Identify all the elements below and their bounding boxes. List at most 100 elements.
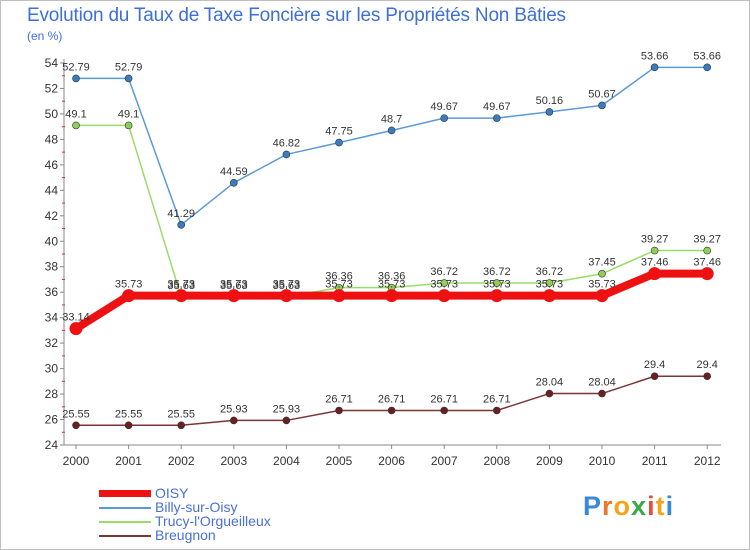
data-label: 35.63 — [220, 280, 248, 292]
data-point — [230, 179, 238, 187]
data-label: 36.72 — [483, 266, 511, 278]
y-tick-label: 46 — [45, 158, 59, 172]
data-label: 35.73 — [536, 279, 564, 291]
data-label: 26.71 — [483, 393, 511, 405]
data-point — [177, 221, 185, 229]
axes: 24 26 28 30 32 34 36 38 40 42 44 46 48 50 52 54 2000 2001… — [45, 56, 721, 468]
data-point — [282, 150, 291, 159]
series-labels: 25.55 25.55 25.55 25.93 25.93 26.71 26.71 26.71… — [62, 50, 721, 420]
legend-label: Trucy-l'Orgueilleux — [155, 513, 271, 529]
data-point — [335, 138, 343, 147]
y-tick-label: 30 — [45, 362, 59, 376]
x-tick-label: 2003 — [220, 454, 247, 468]
data-label: 36.36 — [325, 271, 353, 283]
data-label: 41.29 — [167, 208, 195, 220]
data-point — [545, 108, 554, 116]
data-point — [282, 416, 291, 425]
x-tick-label: 2009 — [536, 454, 563, 468]
data-point — [72, 421, 80, 430]
y-tick-label: 40 — [45, 234, 59, 248]
data-label: 35.63 — [167, 280, 195, 292]
data-label: 35.73 — [167, 279, 195, 291]
data-label: 25.93 — [220, 403, 248, 415]
x-tick-label: 2002 — [168, 454, 195, 468]
data-label: 52.79 — [115, 61, 143, 73]
data-point — [440, 114, 449, 122]
logo-letter: r — [602, 491, 614, 521]
unit-label: (en %) — [27, 29, 63, 43]
data-label: 36.72 — [430, 266, 458, 278]
data-point — [385, 289, 399, 303]
data-point — [648, 267, 662, 281]
logo-letter: t — [655, 491, 666, 521]
logo-letter: P — [583, 491, 603, 521]
y-tick-label: 50 — [45, 107, 59, 121]
data-label: 48.7 — [381, 113, 402, 125]
y-tick-label: 38 — [45, 260, 59, 274]
data-label: 26.71 — [325, 393, 353, 405]
logo-letter: i — [647, 491, 656, 521]
data-point — [332, 289, 346, 303]
data-point — [492, 406, 501, 415]
y-tick-label: 24 — [45, 438, 59, 452]
legend-swatch-oisy — [99, 490, 151, 497]
data-point — [387, 406, 396, 415]
data-point — [598, 101, 606, 110]
data-label: 25.55 — [167, 408, 195, 420]
series-lines — [69, 63, 714, 430]
data-label: 29.4 — [644, 359, 665, 371]
data-label: 26.71 — [378, 393, 406, 405]
data-label: 53.66 — [641, 50, 669, 62]
data-label: 35.73 — [220, 279, 248, 291]
y-tick-label: 32 — [45, 336, 59, 350]
data-label: 50.16 — [536, 95, 564, 107]
data-point — [542, 289, 556, 303]
data-label: 35.73 — [483, 279, 511, 291]
legend-label: Billy-sur-Oisy — [155, 499, 238, 515]
data-point — [124, 121, 133, 130]
data-point — [124, 74, 133, 83]
legend-label: OISY — [155, 485, 189, 501]
data-point — [545, 279, 554, 287]
data-label: 37.46 — [693, 257, 721, 269]
proxiti-logo: Proxiti — [583, 491, 674, 522]
data-label: 35.73 — [115, 279, 143, 291]
data-label: 33.14 — [62, 312, 90, 324]
data-label: 46.82 — [273, 137, 301, 149]
data-label: 49.67 — [430, 101, 458, 113]
data-label: 35.73 — [273, 279, 301, 291]
data-label: 29.4 — [696, 359, 717, 371]
x-tick-label: 2011 — [642, 454, 668, 468]
y-tick-label: 52 — [45, 81, 59, 95]
data-label: 26.71 — [430, 393, 458, 405]
data-point — [598, 389, 606, 398]
data-label: 25.55 — [62, 408, 90, 420]
logo-letter: o — [613, 491, 632, 521]
data-point — [72, 121, 80, 130]
data-point — [703, 63, 712, 72]
data-label: 25.55 — [115, 408, 143, 420]
data-point — [650, 246, 659, 255]
data-point — [174, 289, 188, 303]
data-point — [492, 279, 501, 287]
data-point — [279, 289, 293, 303]
legend-swatch-billy — [99, 507, 151, 509]
data-point — [227, 289, 241, 303]
data-point — [440, 279, 449, 287]
data-label: 50.67 — [588, 88, 616, 100]
data-point — [492, 114, 501, 122]
data-point — [700, 267, 714, 281]
data-point — [595, 289, 609, 303]
data-label: 53.66 — [693, 50, 721, 62]
data-point — [545, 389, 554, 398]
data-label: 37.46 — [641, 257, 669, 269]
x-tick-label: 2001 — [115, 454, 142, 468]
data-point — [490, 289, 504, 303]
data-label: 28.04 — [536, 377, 564, 389]
data-label: 39.27 — [693, 234, 721, 246]
data-point — [177, 421, 185, 430]
data-label: 25.93 — [273, 403, 301, 415]
legend-swatch-breugnon — [99, 535, 151, 537]
